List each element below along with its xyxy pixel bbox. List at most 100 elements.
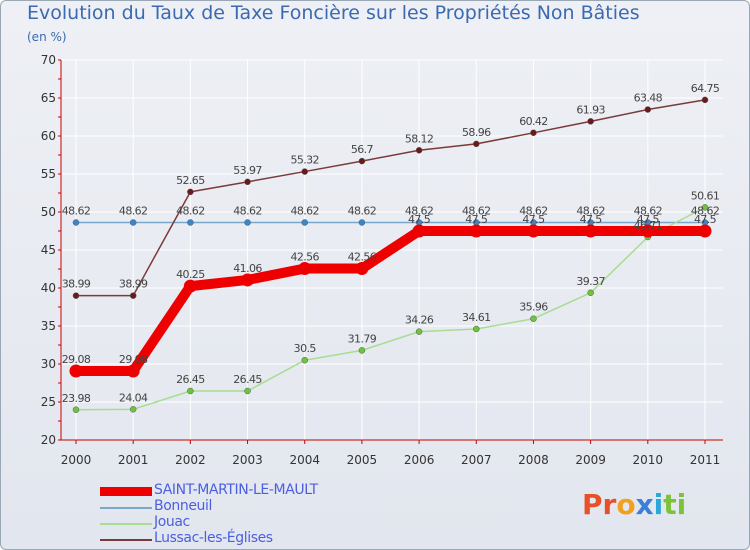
- data-point: [473, 140, 480, 148]
- series-line-3: [75, 99, 706, 297]
- y-axis-unit: (en %): [27, 30, 67, 44]
- x-tick-label: 2005: [347, 453, 378, 467]
- data-label: 61.93: [576, 103, 605, 116]
- data-point: [641, 224, 655, 238]
- data-label: 48.62: [119, 204, 148, 217]
- y-tick-label: 40: [41, 281, 56, 295]
- data-label: 26.45: [176, 373, 205, 386]
- data-label: 48.62: [62, 204, 91, 217]
- data-point: [72, 406, 80, 414]
- data-label: 48.62: [634, 204, 663, 217]
- data-point: [187, 219, 194, 226]
- y-tick-label: 35: [41, 319, 56, 333]
- legend-swatch: [100, 507, 152, 509]
- data-label: 48.62: [691, 204, 720, 217]
- data-label: 46.71: [634, 219, 663, 232]
- data-label: 24.04: [119, 391, 148, 404]
- data-point: [129, 219, 137, 226]
- data-label: 48.62: [576, 204, 605, 217]
- x-tick-label: 2007: [461, 453, 492, 467]
- data-point: [701, 96, 709, 104]
- data-point: [187, 387, 194, 395]
- x-tick-label: 2002: [175, 453, 206, 467]
- data-label: 47.5: [465, 213, 488, 226]
- data-label: 47.5: [637, 213, 660, 226]
- data-point: [415, 147, 423, 154]
- x-tick-label: 2000: [61, 453, 92, 467]
- data-point: [358, 157, 366, 165]
- y-tick-label: 60: [41, 129, 56, 143]
- data-point: [469, 224, 483, 238]
- data-label: 63.48: [634, 92, 663, 105]
- logo-letter: P: [582, 488, 603, 521]
- data-point: [301, 168, 308, 175]
- data-label: 40.25: [176, 268, 205, 281]
- data-point: [587, 118, 594, 125]
- data-point: [587, 289, 594, 297]
- y-tick-label: 25: [41, 395, 56, 409]
- proxiti-logo: Proxiti: [582, 488, 686, 521]
- y-tick-label: 45: [41, 243, 56, 257]
- data-point: [415, 328, 423, 335]
- y-tick-label: 30: [41, 357, 56, 371]
- legend-swatch: [100, 523, 152, 525]
- data-point: [126, 364, 140, 378]
- data-point: [301, 219, 308, 226]
- legend-label: Lussac-les-Églises: [154, 530, 273, 546]
- y-tick-label: 65: [41, 91, 56, 105]
- data-label: 34.26: [405, 314, 434, 327]
- data-point: [301, 356, 308, 364]
- data-label: 58.12: [405, 132, 434, 145]
- x-tick-label: 2006: [404, 453, 435, 467]
- data-point: [358, 219, 366, 226]
- legend-swatch: [100, 487, 152, 496]
- data-label: 56.7: [351, 143, 374, 156]
- data-label: 42.56: [290, 251, 319, 264]
- data-point: [187, 188, 194, 196]
- data-point: [698, 224, 712, 238]
- x-tick-label: 2004: [289, 453, 320, 467]
- data-point: [129, 292, 137, 299]
- x-tick-label: 2009: [575, 453, 606, 467]
- data-point: [644, 106, 652, 113]
- data-point: [355, 262, 369, 276]
- data-label: 38.99: [62, 278, 91, 291]
- x-tick-label: 2008: [518, 453, 549, 467]
- data-label: 23.98: [62, 392, 91, 405]
- data-label: 26.45: [233, 373, 262, 386]
- data-point: [69, 364, 83, 378]
- series-line-0: [71, 226, 710, 376]
- x-tick-label: 2011: [690, 453, 721, 467]
- data-label: 47.5: [694, 213, 717, 226]
- data-label: 58.96: [462, 126, 491, 139]
- data-point: [530, 129, 537, 137]
- data-point: [129, 406, 137, 413]
- data-point: [412, 224, 426, 238]
- logo-letter: t: [663, 488, 677, 521]
- data-point: [244, 178, 251, 186]
- y-tick-label: 20: [41, 433, 56, 447]
- data-label: 48.62: [233, 204, 262, 217]
- data-label: 30.5: [294, 342, 317, 355]
- data-label: 48.62: [348, 204, 377, 217]
- data-point: [530, 315, 537, 322]
- legend-label: Jouac: [154, 514, 190, 530]
- data-point: [241, 273, 255, 287]
- legend-label: Bonneuil: [154, 498, 212, 514]
- data-label: 42.56: [348, 251, 377, 264]
- data-label: 34.61: [462, 311, 491, 324]
- data-point: [244, 387, 251, 395]
- data-point: [244, 219, 251, 226]
- chart-title: Evolution du Taux de Taxe Foncière sur l…: [27, 2, 640, 24]
- data-point: [701, 204, 709, 211]
- y-tick-label: 55: [41, 167, 56, 181]
- x-tick-label: 2003: [232, 453, 263, 467]
- data-point: [358, 347, 366, 354]
- logo-letter: i: [676, 488, 687, 521]
- data-label: 48.62: [405, 204, 434, 217]
- data-label: 52.65: [176, 174, 205, 187]
- y-tick-label: 50: [41, 205, 56, 219]
- logo-letter: x: [635, 488, 654, 521]
- data-label: 41.06: [233, 262, 262, 275]
